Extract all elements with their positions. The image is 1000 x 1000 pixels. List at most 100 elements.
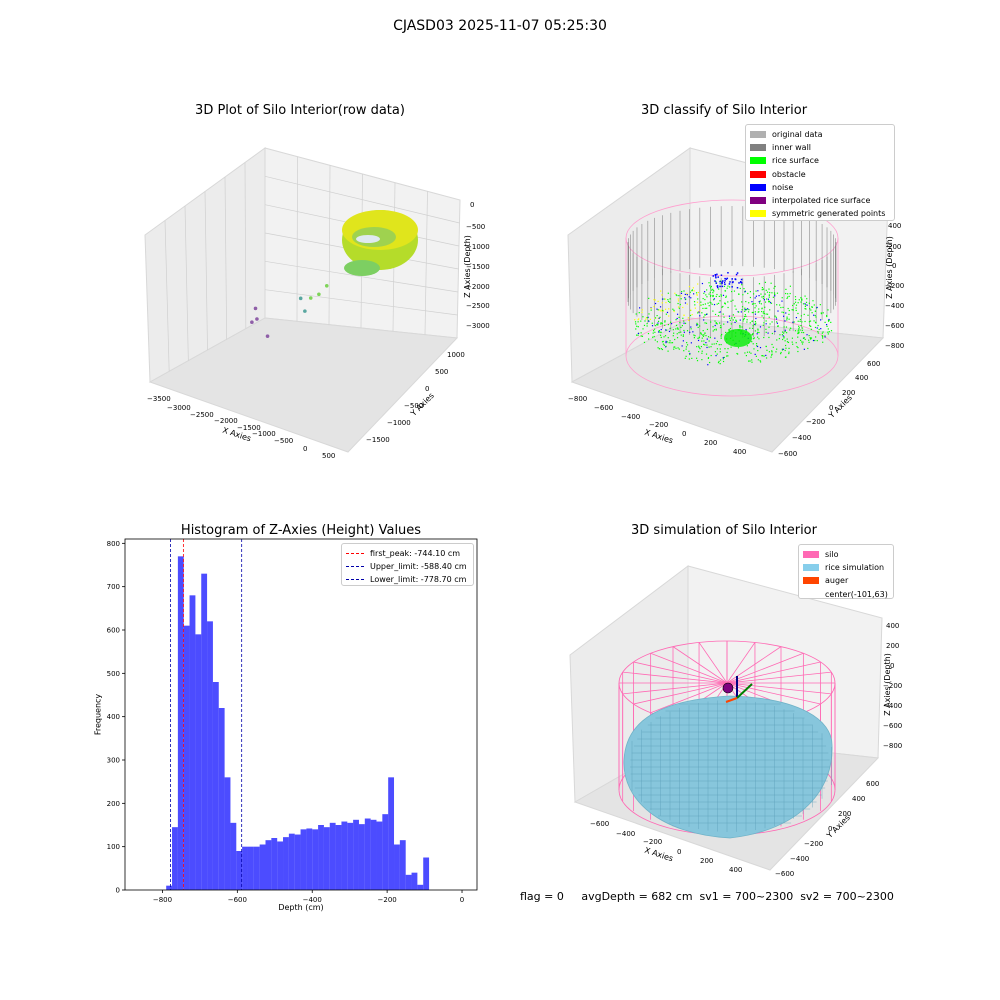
p2-ztick: 0 (892, 262, 897, 270)
p2-surface-point (648, 297, 650, 300)
p2-surface-point (699, 310, 701, 312)
p2-noise-point (754, 297, 756, 299)
p2-surface-point (792, 304, 794, 307)
p2-noise-point (686, 294, 688, 296)
p2-surface-point (774, 315, 776, 317)
legend-swatch (750, 170, 766, 178)
p2-surface-point (716, 293, 718, 296)
p2-surface-point (662, 343, 664, 345)
p2-surface-point (721, 306, 723, 308)
p2-surface-point (801, 343, 804, 345)
p2-noise-point (755, 295, 757, 297)
p2-surface-point (752, 325, 754, 327)
p2-surface-point (774, 285, 776, 288)
p4-silo-spoke (698, 642, 728, 684)
p2-surface-point (637, 326, 639, 328)
p2-surface-point (791, 341, 793, 343)
p2-surface-point (717, 302, 720, 304)
p1-outlier-point (265, 334, 270, 338)
p2-surface-point (797, 328, 800, 330)
p4-silo-spoke (633, 682, 728, 705)
p2-surface-point (683, 320, 685, 322)
p4-zlabel: Z Axies (Depth) (882, 653, 892, 716)
p2-surface-point (752, 333, 754, 335)
p2-surface-point (754, 303, 756, 305)
p2-surface-point (762, 297, 765, 299)
p2-surface-point (751, 320, 753, 322)
p2-noise-point (723, 281, 726, 284)
p2-surface-point (688, 350, 690, 352)
p2-noise-point (757, 290, 759, 292)
legend-swatch (750, 183, 766, 191)
p2-noise-point (676, 313, 679, 315)
p2-surface-point (785, 292, 787, 295)
p2-surface-point (761, 310, 763, 313)
hist-bar (306, 828, 313, 890)
p2-xtick: −600 (594, 404, 614, 412)
p2-surface-point (731, 290, 733, 293)
p2-surface-point (781, 297, 783, 299)
legend-label: rice simulation (825, 563, 885, 573)
p2-surface-point (762, 317, 765, 319)
legend-line (346, 566, 364, 568)
p1-ztick: 0 (470, 201, 475, 209)
p2-surface-point (704, 303, 706, 305)
p2-surface-point (686, 292, 688, 295)
p2-noise-point (665, 329, 667, 331)
p2-surface-point (742, 294, 744, 296)
p2-surface-point (797, 346, 799, 349)
p2-surface-point (710, 294, 712, 297)
p2-surface-point (768, 288, 770, 290)
p2-surface-point (688, 319, 690, 321)
p2-surface-point (634, 321, 637, 323)
p2-surface-point (651, 322, 653, 324)
p2-surface-point (709, 291, 711, 294)
hist-ytick-label: 700 (107, 583, 120, 591)
p2-surface-point (653, 335, 655, 338)
p2-surface-point (708, 305, 710, 307)
p2-surface-point (696, 322, 698, 325)
p2-surface-point (769, 309, 771, 311)
p2-surface-point (822, 337, 824, 339)
p2-surface-point (827, 331, 829, 333)
p2-surface-point (770, 282, 772, 284)
p2-surface-point (706, 307, 708, 309)
p2-surface-point (811, 306, 813, 308)
p2-surface-point (710, 302, 712, 304)
hist-bar (218, 708, 225, 890)
p2-surface-point (753, 337, 755, 339)
p2-surface-point (754, 307, 756, 309)
p2-surface-point (797, 332, 799, 335)
p2-surface-point (757, 336, 759, 338)
p2-surface-point (707, 302, 709, 304)
p2-surface-point (727, 285, 729, 287)
p2-surface-point (782, 306, 784, 308)
p2-surface-point (721, 333, 723, 336)
p4-silo-spoke (650, 682, 728, 714)
p2-surface-point (758, 338, 760, 340)
p2-surface-point (718, 344, 720, 346)
legend-label: obstacle (772, 169, 806, 179)
p2-surface-point (765, 331, 767, 333)
p2-noise-point (703, 319, 705, 321)
p2-surface-point (677, 328, 679, 330)
p2-noise-point (759, 346, 762, 349)
p2-surface-point (821, 334, 823, 337)
p2-noise-point (758, 301, 760, 303)
p2-surface-point (775, 351, 777, 353)
p2-surface-point (745, 315, 747, 318)
p2-surface-point (676, 333, 678, 335)
p2-ytick: 400 (855, 374, 869, 382)
p2-noise-point (697, 339, 700, 342)
hist-bar (388, 777, 395, 890)
p2-surface-point (667, 350, 669, 352)
status-footer: flag = 0 avgDepth = 682 cm sv1 = 700~230… (520, 890, 894, 903)
hist-bar (177, 556, 184, 890)
p1-silo-ring-cluster (342, 210, 418, 276)
p1-xtick: −1500 (237, 424, 261, 432)
p2-surface-point (737, 353, 739, 355)
p2-surface-point (704, 314, 706, 316)
p2-surface-point (648, 313, 650, 315)
p2-noise-point (721, 285, 724, 288)
p2-surface-point (712, 295, 714, 298)
